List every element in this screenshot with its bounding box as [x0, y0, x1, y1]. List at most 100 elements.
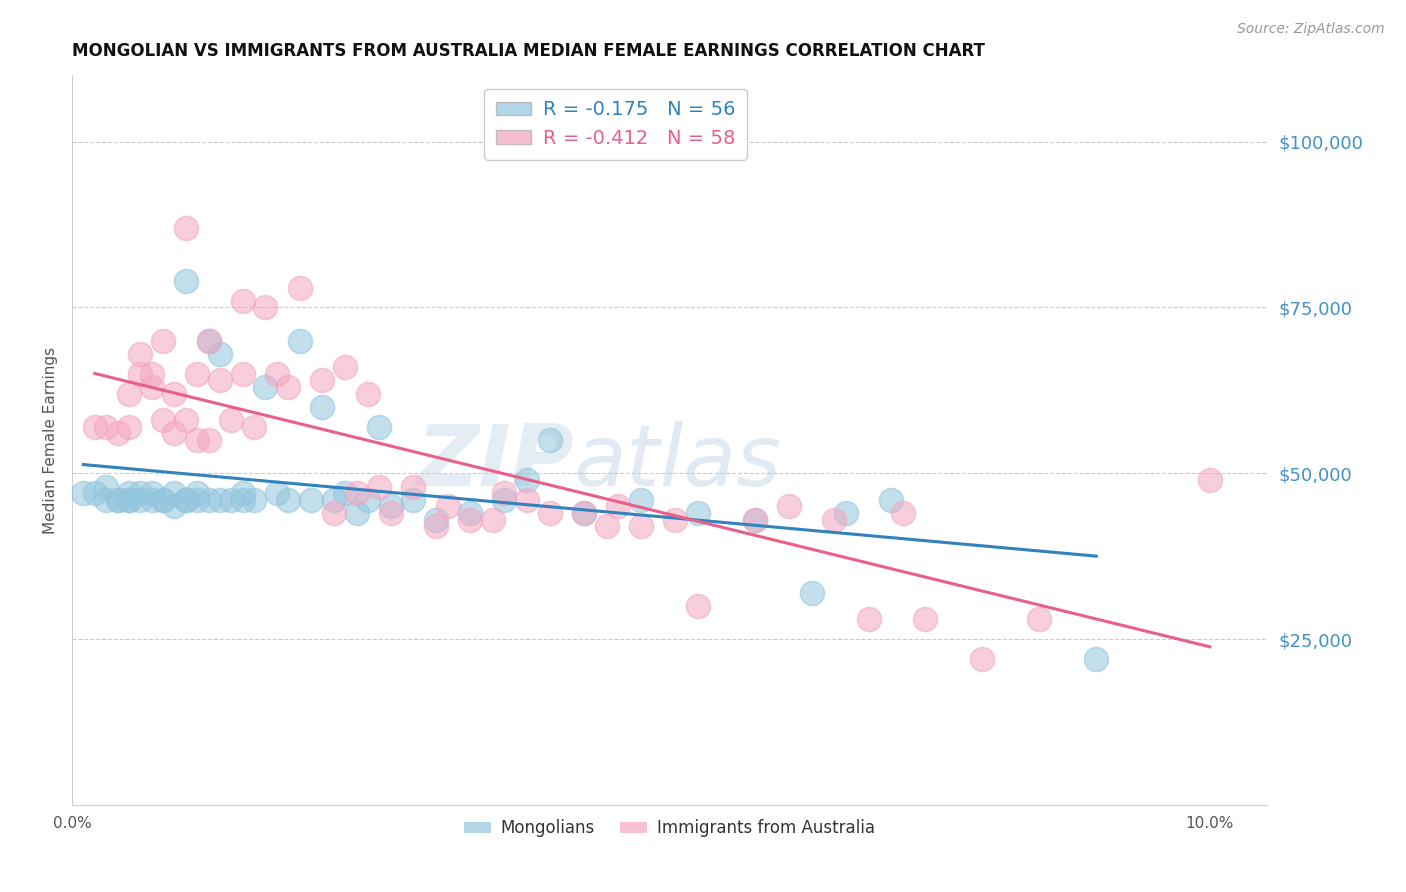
Point — [163, 426, 186, 441]
Point — [174, 220, 197, 235]
Point — [163, 386, 186, 401]
Point — [186, 433, 208, 447]
Point — [221, 413, 243, 427]
Legend: Mongolians, Immigrants from Australia: Mongolians, Immigrants from Australia — [457, 813, 882, 844]
Point — [686, 599, 709, 613]
Point — [311, 400, 333, 414]
Point — [208, 347, 231, 361]
Point — [572, 506, 595, 520]
Point — [232, 367, 254, 381]
Point — [823, 513, 845, 527]
Point — [118, 386, 141, 401]
Point — [94, 492, 117, 507]
Point — [197, 334, 219, 348]
Point — [129, 486, 152, 500]
Text: Source: ZipAtlas.com: Source: ZipAtlas.com — [1237, 22, 1385, 37]
Point — [482, 513, 505, 527]
Point — [458, 506, 481, 520]
Point — [163, 486, 186, 500]
Point — [174, 492, 197, 507]
Point — [208, 373, 231, 387]
Point — [288, 334, 311, 348]
Point — [186, 486, 208, 500]
Point — [630, 519, 652, 533]
Point — [516, 473, 538, 487]
Point — [83, 420, 105, 434]
Point — [346, 486, 368, 500]
Point — [322, 506, 344, 520]
Point — [129, 492, 152, 507]
Text: atlas: atlas — [574, 420, 782, 503]
Point — [232, 486, 254, 500]
Point — [221, 492, 243, 507]
Point — [1085, 652, 1108, 666]
Point — [266, 486, 288, 500]
Point — [744, 513, 766, 527]
Point — [538, 506, 561, 520]
Point — [186, 367, 208, 381]
Point — [607, 500, 630, 514]
Point — [141, 492, 163, 507]
Point — [118, 486, 141, 500]
Point — [107, 492, 129, 507]
Point — [322, 492, 344, 507]
Point — [152, 334, 174, 348]
Point — [858, 612, 880, 626]
Point — [243, 492, 266, 507]
Point — [129, 367, 152, 381]
Point — [630, 492, 652, 507]
Point — [174, 492, 197, 507]
Point — [277, 380, 299, 394]
Point — [516, 492, 538, 507]
Point — [1199, 473, 1222, 487]
Point — [208, 492, 231, 507]
Point — [118, 420, 141, 434]
Point — [380, 500, 402, 514]
Point — [107, 492, 129, 507]
Point — [494, 492, 516, 507]
Point — [83, 486, 105, 500]
Point — [254, 380, 277, 394]
Point — [266, 367, 288, 381]
Y-axis label: Median Female Earnings: Median Female Earnings — [44, 347, 58, 533]
Point — [425, 519, 447, 533]
Point — [402, 479, 425, 493]
Point — [94, 420, 117, 434]
Point — [357, 492, 380, 507]
Point — [972, 652, 994, 666]
Point — [538, 433, 561, 447]
Point — [333, 486, 356, 500]
Point — [346, 506, 368, 520]
Point — [402, 492, 425, 507]
Point — [299, 492, 322, 507]
Text: MONGOLIAN VS IMMIGRANTS FROM AUSTRALIA MEDIAN FEMALE EARNINGS CORRELATION CHART: MONGOLIAN VS IMMIGRANTS FROM AUSTRALIA M… — [72, 42, 984, 60]
Point — [174, 413, 197, 427]
Point — [152, 413, 174, 427]
Point — [425, 513, 447, 527]
Point — [436, 500, 458, 514]
Point — [357, 386, 380, 401]
Point — [368, 420, 391, 434]
Point — [232, 293, 254, 308]
Point — [368, 479, 391, 493]
Point — [1028, 612, 1050, 626]
Point — [891, 506, 914, 520]
Point — [141, 380, 163, 394]
Point — [333, 360, 356, 375]
Point — [380, 506, 402, 520]
Point — [129, 347, 152, 361]
Text: ZIP: ZIP — [416, 420, 574, 503]
Point — [800, 585, 823, 599]
Point — [197, 334, 219, 348]
Point — [186, 492, 208, 507]
Point — [107, 426, 129, 441]
Point — [744, 513, 766, 527]
Point — [494, 486, 516, 500]
Point — [152, 492, 174, 507]
Point — [141, 367, 163, 381]
Point — [664, 513, 686, 527]
Point — [572, 506, 595, 520]
Point — [72, 486, 94, 500]
Point — [197, 433, 219, 447]
Point — [243, 420, 266, 434]
